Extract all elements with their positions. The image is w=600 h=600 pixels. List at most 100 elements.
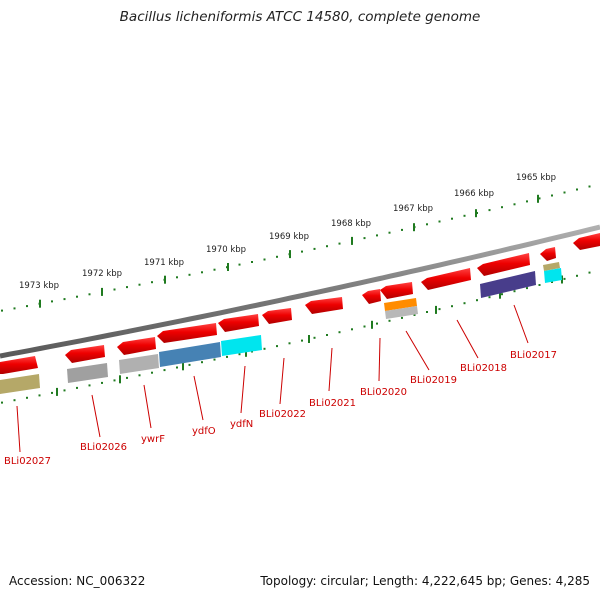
tick-dot [76, 295, 78, 298]
cds-arrow[interactable] [573, 233, 600, 250]
tick-dot [326, 245, 328, 248]
gene-label-bli02017[interactable]: BLi02017 [510, 350, 557, 361]
gene-label-bli02022[interactable]: BLi02022 [259, 409, 306, 420]
tick-dot [388, 231, 391, 234]
tick-dot [263, 347, 266, 350]
leader-line [91, 394, 101, 438]
gene-label-bli02019[interactable]: BLi02019 [410, 375, 457, 386]
tick-dot [188, 273, 191, 276]
gene-label-ydfn[interactable]: ydfN [230, 419, 253, 430]
tick-dot [326, 334, 328, 336]
tick-dot [451, 217, 453, 220]
cds-features [0, 233, 600, 374]
major-tick [413, 223, 415, 232]
cog-bar-ydfn[interactable] [221, 335, 262, 356]
cog-bar-bli02027[interactable] [0, 374, 40, 394]
cog-bar-bli02026[interactable] [67, 363, 108, 383]
cds-arrow[interactable] [540, 247, 556, 261]
tick-dot [426, 311, 428, 313]
cog-bar-small-khaki[interactable] [543, 262, 560, 271]
scale-label-1972: 1972 kbp [82, 269, 122, 279]
genome-backbone [0, 224, 600, 359]
tick-dot [526, 287, 528, 290]
tick-dot [501, 206, 503, 209]
cds-arrow[interactable] [477, 253, 530, 276]
leader-line [378, 337, 381, 382]
tick-dot [63, 298, 66, 301]
tick-dot [251, 261, 253, 263]
cog-bar-ydfo[interactable] [159, 342, 221, 367]
major-tick [39, 299, 41, 308]
major-tick [227, 263, 229, 271]
tick-dot [176, 366, 178, 369]
cog-bar-bli02019-orange[interactable] [384, 298, 417, 311]
leader-line [328, 347, 333, 392]
cog-bar-bli02017[interactable] [480, 271, 536, 298]
tick-dot [576, 188, 578, 191]
cog-bar-ywrf[interactable] [119, 354, 159, 374]
gene-label-ydfo[interactable]: ydfO [192, 426, 216, 437]
tick-dot [463, 214, 466, 217]
cds-arrow[interactable] [157, 323, 217, 343]
major-tick [182, 362, 184, 371]
cds-arrow[interactable] [305, 297, 343, 314]
tick-dot [88, 293, 91, 296]
cds-arrow[interactable] [262, 308, 292, 324]
tick-dot [188, 363, 191, 366]
cds-arrow[interactable] [0, 356, 38, 374]
tick-dot [238, 353, 241, 356]
major-tick [561, 275, 563, 284]
tick-dot [588, 185, 591, 188]
tick-dot [501, 293, 503, 296]
cog-features [0, 262, 562, 394]
gene-label-ywrf[interactable]: ywrF [141, 434, 165, 445]
gene-label-bli02020[interactable]: BLi02020 [360, 387, 407, 398]
tick-dot [151, 281, 153, 284]
cog-bar-small-cyan[interactable] [544, 268, 562, 283]
gene-label-bli02021[interactable]: BLi02021 [309, 398, 356, 409]
leader-line [16, 405, 21, 453]
tick-dot [338, 242, 341, 245]
tick-dot [301, 250, 303, 253]
tick-dot [38, 394, 41, 397]
major-tick [537, 194, 539, 203]
cds-arrow[interactable] [421, 268, 471, 290]
tick-dot [538, 197, 541, 200]
cds-arrow[interactable] [65, 345, 105, 363]
gene-label-bli02027[interactable]: BLi02027 [4, 456, 51, 467]
major-tick [308, 335, 310, 343]
scale-labels: 1973 kbp 1972 kbp 1971 kbp 1970 kbp 1969… [19, 173, 556, 291]
scale-label-1970: 1970 kbp [206, 245, 246, 255]
scale-label-1968: 1968 kbp [331, 219, 371, 229]
tick-dot [63, 389, 66, 392]
tick-dot [126, 376, 128, 379]
cds-arrow[interactable] [117, 337, 156, 355]
cds-arrow[interactable] [218, 314, 259, 332]
tick-dot [13, 307, 16, 310]
scale-label-1966: 1966 kbp [454, 189, 494, 199]
genome-title: Bacillus licheniformis ATCC 14580, compl… [119, 9, 481, 25]
tick-dot [438, 308, 441, 311]
tick-dot [151, 371, 153, 374]
leader-line [279, 357, 285, 405]
major-tick [164, 275, 166, 284]
tick-dot [576, 274, 578, 277]
cog-bar-bli02019-grey[interactable] [385, 306, 418, 319]
cds-arrow[interactable] [362, 289, 381, 304]
tick-dot [101, 381, 103, 384]
tick-dot [113, 288, 116, 291]
cds-arrow[interactable] [380, 282, 413, 299]
tick-dot [526, 200, 528, 203]
tick-dot [238, 263, 241, 266]
tick-dot [76, 386, 78, 389]
tick-dot [488, 296, 491, 299]
tick-dot [413, 314, 416, 316]
tick-dot [563, 277, 566, 280]
tick-dot [363, 325, 366, 328]
scale-label-1971: 1971 kbp [144, 258, 184, 268]
gene-label-bli02018[interactable]: BLi02018 [460, 363, 507, 374]
gene-label-bli02026[interactable]: BLi02026 [80, 442, 127, 453]
topology-summary: Topology: circular; Length: 4,222,645 bp… [260, 574, 590, 588]
tick-dot [313, 247, 316, 250]
tick-dot [513, 203, 516, 206]
